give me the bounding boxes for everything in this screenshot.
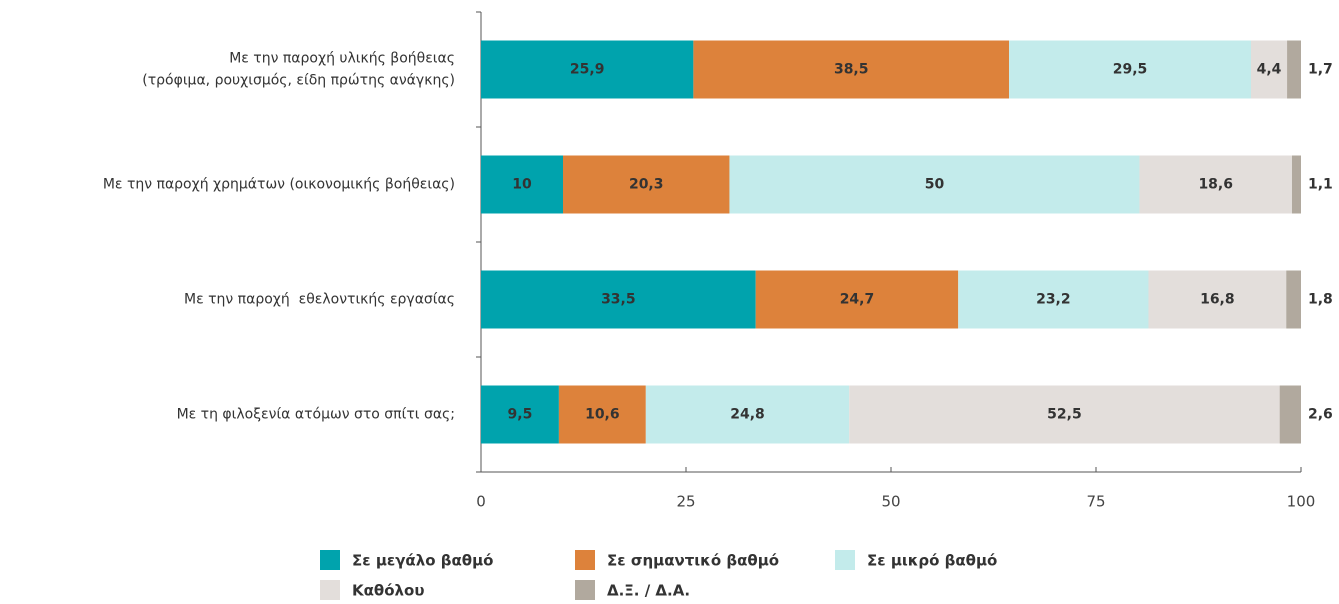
bar-segment bbox=[645, 385, 850, 444]
legend-label: Δ.Ξ. / Δ.Α. bbox=[607, 582, 690, 600]
data-label: 24,7 bbox=[840, 292, 875, 308]
data-label: 2,6 bbox=[1308, 407, 1333, 423]
data-label: 23,2 bbox=[1036, 292, 1071, 308]
data-label: 1,1 bbox=[1308, 177, 1333, 193]
data-label: 10,6 bbox=[585, 407, 620, 423]
bar-segment bbox=[563, 155, 730, 214]
data-label: 24,8 bbox=[730, 407, 765, 423]
data-label: 1,8 bbox=[1308, 292, 1333, 308]
data-label: 18,6 bbox=[1198, 177, 1233, 193]
bar-segment bbox=[481, 270, 756, 329]
legend-swatch bbox=[575, 580, 595, 600]
data-label: 1,7 bbox=[1308, 62, 1333, 78]
bar-segment bbox=[849, 385, 1280, 444]
bar-segment bbox=[1250, 40, 1288, 99]
bar-segment bbox=[1287, 40, 1301, 99]
legend-swatch bbox=[320, 550, 340, 570]
legend-label: Σε μικρό βαθμό bbox=[867, 552, 997, 570]
bar-segment bbox=[481, 40, 694, 99]
bar-segment bbox=[481, 155, 563, 214]
legend-label: Σε μεγάλο βαθμό bbox=[352, 552, 493, 570]
category-label: Με την παροχή χρημάτων (οικονομικής βοήθ… bbox=[103, 177, 455, 193]
data-label: 10 bbox=[512, 177, 532, 193]
data-label: 9,5 bbox=[508, 407, 533, 423]
category-label: Με τη φιλοξενία ατόμων στο σπίτι σας; bbox=[177, 407, 455, 423]
bar-segment bbox=[481, 385, 559, 444]
data-label: 38,5 bbox=[834, 62, 869, 78]
data-label: 20,3 bbox=[629, 177, 664, 193]
bar-segment bbox=[755, 270, 959, 329]
bar-segment bbox=[1279, 385, 1301, 444]
x-tick-label: 75 bbox=[1086, 493, 1105, 511]
data-label: 50 bbox=[925, 177, 945, 193]
bar-segment bbox=[1148, 270, 1287, 329]
data-label: 33,5 bbox=[601, 292, 636, 308]
data-label: 25,9 bbox=[570, 62, 605, 78]
x-tick-label: 25 bbox=[676, 493, 695, 511]
x-tick-label: 0 bbox=[476, 493, 486, 511]
x-tick-label: 100 bbox=[1287, 493, 1316, 511]
bar-segment bbox=[558, 385, 646, 444]
bar-segment bbox=[1009, 40, 1251, 99]
legend-label: Σε σημαντικό βαθμό bbox=[607, 552, 779, 570]
bar-segment bbox=[729, 155, 1140, 214]
legend-swatch bbox=[575, 550, 595, 570]
bar-segment bbox=[958, 270, 1149, 329]
data-label: 4,4 bbox=[1257, 62, 1282, 78]
bar-segment bbox=[693, 40, 1010, 99]
category-label: Με την παροχή υλικής βοήθειας (τρόφιμα, ρ… bbox=[142, 51, 455, 89]
legend-label: Καθόλου bbox=[352, 582, 424, 600]
legend-swatch bbox=[320, 580, 340, 600]
legend-swatch bbox=[835, 550, 855, 570]
data-label: 16,8 bbox=[1200, 292, 1235, 308]
category-label: Με την παροχή εθελοντικής εργασίας bbox=[184, 292, 455, 308]
bar-segment bbox=[1286, 270, 1301, 329]
data-label: 29,5 bbox=[1113, 62, 1148, 78]
bar-segment bbox=[1139, 155, 1292, 214]
data-label: 52,5 bbox=[1047, 407, 1082, 423]
x-tick-label: 50 bbox=[881, 493, 900, 511]
bar-segment bbox=[1291, 155, 1301, 214]
